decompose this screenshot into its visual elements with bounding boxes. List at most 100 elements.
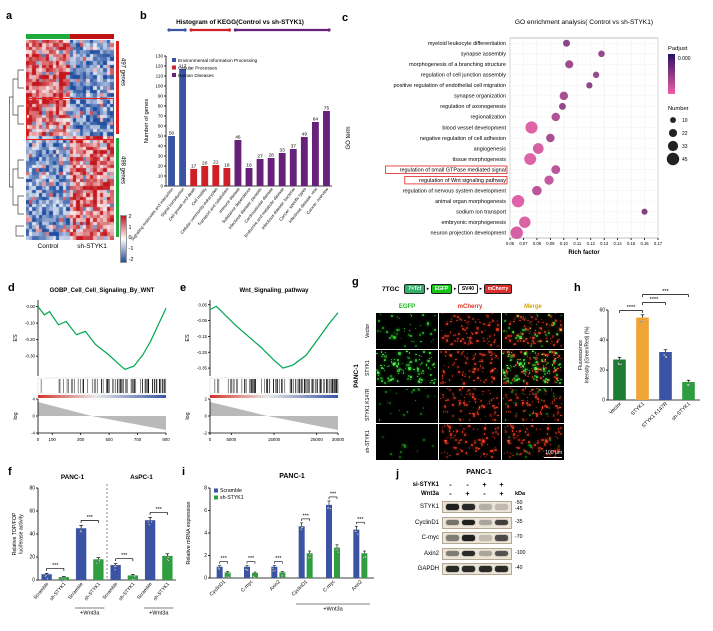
- bar-value: 28: [268, 153, 274, 159]
- fluorescence-speck: [381, 378, 383, 380]
- fluorescence-speck: [442, 411, 445, 413]
- fluorescence-speck: [554, 418, 557, 421]
- fluorescence-speck: [459, 418, 462, 421]
- fluorescence-speck: [508, 368, 510, 370]
- fluorescence-speck: [454, 438, 458, 441]
- fluorescence-speck: [508, 442, 510, 444]
- dendrogram-branch: [12, 78, 18, 116]
- fluorescence-speck: [494, 447, 496, 449]
- y-tick: 120: [155, 64, 163, 69]
- fluorescence-speck: [532, 340, 535, 343]
- data-point: [272, 567, 274, 570]
- data-point: [364, 556, 367, 559]
- fluorescence-speck: [445, 456, 448, 459]
- data-point: [354, 530, 357, 533]
- fluorescence-speck: [494, 410, 497, 414]
- fluorescence-speck: [490, 449, 493, 453]
- fluorescence-speck: [522, 365, 525, 368]
- fluorescence-speck: [405, 350, 408, 352]
- fluorescence-speck: [445, 399, 447, 402]
- x-tick: 0.15: [627, 241, 636, 246]
- fluorescence-speck: [481, 371, 483, 373]
- fluorescence-speck: [557, 334, 559, 336]
- fluorescence-speck: [537, 398, 540, 401]
- x-axis-label: Rich factor: [568, 250, 600, 256]
- fluorescence-speck: [554, 357, 557, 360]
- fluorescence-speck: [478, 408, 480, 411]
- fluorescence-speck: [524, 373, 527, 376]
- data-point: [329, 507, 332, 510]
- fluorescence-speck: [522, 341, 524, 343]
- fluorescence-speck: [422, 372, 425, 374]
- fluorescence-speck: [479, 360, 481, 363]
- fluorescence-speck: [509, 382, 512, 385]
- fluorescence-speck: [514, 393, 517, 395]
- fluorescence-speck: [505, 429, 507, 432]
- fluorescence-speck: [444, 350, 448, 354]
- fluorescence-speck: [392, 364, 395, 366]
- fluorescence-speck: [424, 388, 426, 390]
- fluorescence-speck: [526, 337, 528, 339]
- fluorescence-speck: [516, 359, 518, 361]
- fluorescence-speck: [547, 379, 550, 381]
- fluorescence-speck: [551, 335, 554, 338]
- es-tick: -0.20: [25, 337, 36, 342]
- significance-label: ***: [221, 556, 228, 562]
- fluorescence-speck: [538, 450, 540, 452]
- go-dot: [551, 165, 561, 175]
- fluorescence-speck: [506, 425, 508, 427]
- data-point: [133, 578, 135, 581]
- fluorescence-speck: [430, 369, 432, 371]
- fluorescence-speck: [531, 337, 534, 339]
- scale-bar-line: [544, 456, 562, 458]
- fluorescence-speck: [508, 435, 511, 438]
- fluorescence-speck: [529, 328, 531, 330]
- go-term-label: sodium ion transport: [456, 209, 506, 215]
- fluorescence-speck: [408, 357, 411, 360]
- fluorescence-speck: [512, 389, 514, 391]
- fluorescence-speck: [527, 329, 530, 332]
- fluorescence-speck: [475, 327, 478, 330]
- fluorescence-speck: [554, 358, 557, 361]
- dendrogram-branch: [9, 96, 13, 188]
- fluorescence-speck: [416, 370, 420, 373]
- fluorescence-speck: [409, 369, 411, 371]
- fluorescence-speck: [427, 395, 430, 398]
- legend-size-label: 45: [682, 157, 688, 163]
- fluorescence-speck: [519, 336, 522, 339]
- fluorescence-speck: [486, 403, 488, 405]
- bar: [93, 559, 104, 580]
- kda-marker: -50 -45: [515, 500, 523, 512]
- fluorescence-speck: [475, 353, 477, 355]
- fluorescence-speck: [407, 364, 410, 367]
- fluorescence-speck: [484, 415, 486, 417]
- fluorescence-speck: [418, 372, 420, 375]
- cell-line-label: PANC-1: [353, 364, 360, 388]
- fluorescence-speck: [544, 333, 548, 337]
- blot-condition-row: si-STYK1 - - + +: [396, 480, 574, 489]
- fluorescence-speck: [504, 378, 506, 380]
- protein-band: [478, 550, 492, 557]
- bar: [190, 169, 198, 186]
- protein-label: C-myc: [421, 535, 439, 541]
- fluorescence-speck: [505, 394, 508, 397]
- y-tick: 20: [599, 368, 605, 374]
- fluorescence-speck: [429, 352, 431, 354]
- fluorescence-speck: [452, 415, 455, 418]
- fluorescence-speck: [555, 397, 558, 400]
- significance-label: ***: [156, 507, 163, 513]
- fluorescence-speck: [481, 360, 483, 362]
- fluorescence-speck: [466, 332, 468, 334]
- enrichment-score-curve: [209, 305, 339, 369]
- construct-arrow-icon: ▸: [479, 286, 483, 292]
- fluorescence-speck: [484, 382, 486, 384]
- legend-size-dot: [668, 128, 678, 138]
- fluorescence-speck: [505, 370, 508, 373]
- fluorescence-speck: [461, 373, 464, 376]
- fluorescence-speck: [426, 324, 429, 327]
- colorbar-gradient: [120, 215, 127, 263]
- bar: [289, 149, 297, 186]
- fluorescence-speck: [413, 368, 415, 371]
- fluorescence-speck: [403, 445, 407, 448]
- fluorescence-speck: [462, 418, 464, 420]
